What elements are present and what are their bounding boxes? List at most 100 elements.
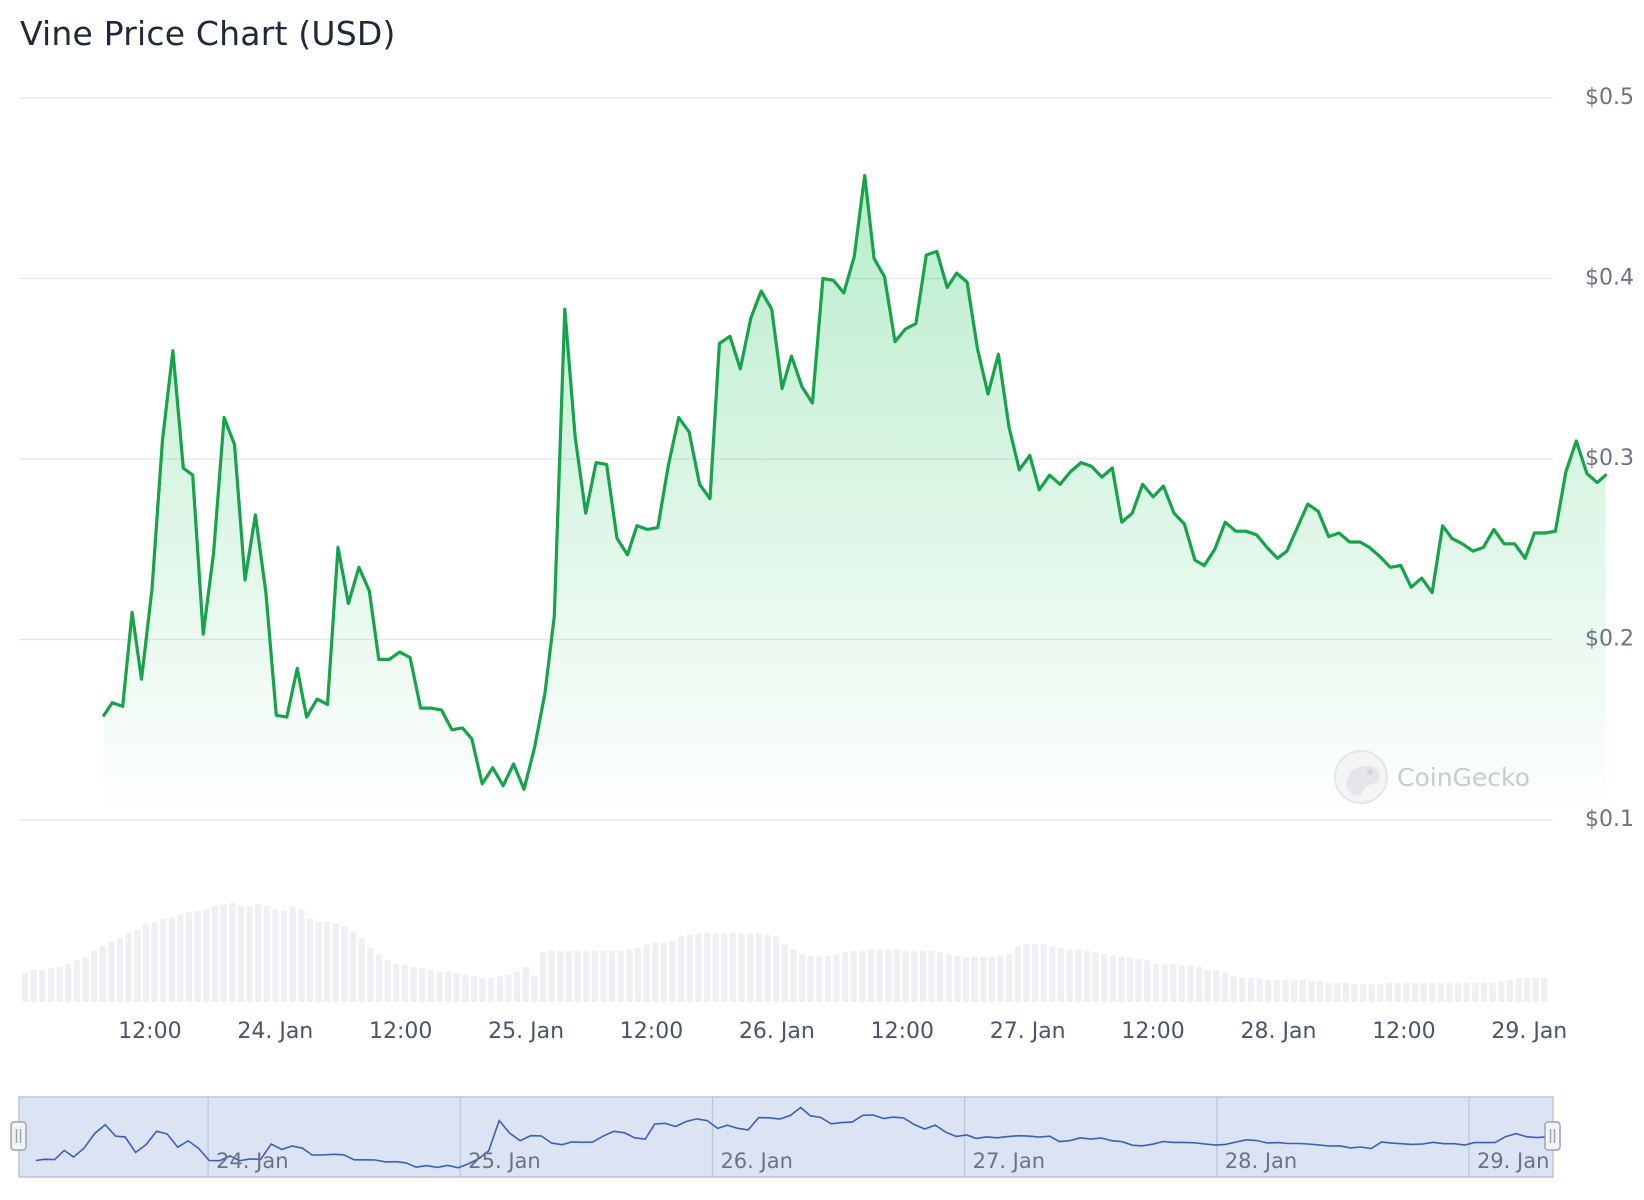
volume-bar: [928, 950, 935, 1002]
volume-bar: [1196, 966, 1203, 1002]
volume-bar: [375, 954, 383, 1002]
volume-bar: [988, 957, 996, 1002]
watermark-text: CoinGecko: [1397, 763, 1530, 792]
volume-bar: [125, 933, 132, 1002]
volume-bar: [626, 949, 633, 1002]
volume-bar: [790, 949, 797, 1002]
volume-bar: [289, 906, 296, 1002]
navigator-dividers: [207, 1097, 1470, 1177]
y-tick-label: $0.5: [1585, 85, 1634, 110]
volume-bar: [1273, 979, 1280, 1002]
navigator-label: 26. Jan: [720, 1149, 792, 1173]
navigator-label: 28. Jan: [1225, 1149, 1297, 1173]
y-tick-label: $0.3: [1585, 446, 1634, 471]
volume-bar: [65, 963, 72, 1002]
volume-bar: [1083, 950, 1090, 1002]
volume-bar: [99, 946, 106, 1002]
volume-bar: [1247, 978, 1254, 1002]
volume-bar: [116, 938, 124, 1002]
x-tick-label: 12:00: [1372, 1019, 1435, 1044]
volume-bar: [686, 934, 693, 1002]
volume-bar: [142, 923, 149, 1002]
volume-bar: [1368, 984, 1375, 1002]
volume-bar: [1230, 976, 1237, 1002]
volume-bar: [1463, 982, 1470, 1002]
volume-bar: [1489, 982, 1496, 1002]
volume-bar: [1178, 965, 1185, 1002]
volume-bar: [1282, 979, 1289, 1002]
volume-bar: [384, 960, 391, 1002]
volume-bar: [816, 955, 823, 1002]
volume-bar: [1170, 963, 1177, 1002]
volume-bar: [1040, 944, 1047, 1002]
volume-bar: [341, 926, 348, 1002]
volume-bar: [842, 952, 849, 1002]
navigator[interactable]: 24. Jan 25. Jan 26. Jan 27. Jan 28. Jan 29. J…: [10, 1096, 1561, 1178]
x-axis-ticks: 12:00 24. Jan 12:00 25. Jan 12:00 26. Jan 12:0…: [118, 1019, 1567, 1044]
navigator-series: [35, 1106, 1546, 1169]
volume-bar: [1049, 946, 1056, 1002]
volume-bar: [255, 904, 262, 1002]
volume-bar: [1265, 979, 1272, 1002]
y-tick-label: $0.2: [1585, 627, 1634, 652]
volume-bar: [971, 957, 978, 1002]
volume-bar: [1101, 954, 1108, 1002]
navigator-handle-right[interactable]: [1544, 1121, 1561, 1151]
volume-bar: [643, 944, 650, 1002]
volume-bar: [876, 949, 883, 1002]
x-tick-label: 12:00: [118, 1019, 181, 1044]
volume-bar: [652, 942, 659, 1002]
chart-title: Vine Price Chart (USD): [20, 14, 396, 53]
volume-bar: [583, 950, 590, 1002]
volume-bar: [237, 906, 244, 1002]
x-tick-label: 25. Jan: [488, 1019, 564, 1044]
volume-bar: [134, 930, 141, 1002]
volume-bar: [263, 906, 270, 1002]
volume-bar: [764, 934, 771, 1002]
volume-bar: [1532, 978, 1539, 1002]
volume-bar: [1239, 978, 1246, 1002]
volume-bar: [980, 957, 987, 1002]
volume-bar: [634, 947, 642, 1002]
volume-bar: [591, 950, 598, 1002]
x-tick-label: 29. Jan: [1491, 1019, 1567, 1044]
volume-bar: [712, 933, 719, 1002]
volume-bar: [358, 938, 365, 1002]
volume-bar: [445, 971, 452, 1002]
volume-bar: [220, 904, 227, 1002]
volume-bar: [747, 933, 754, 1002]
volume-bar: [462, 974, 469, 1002]
volume-bar: [1515, 978, 1522, 1002]
volume-bar: [108, 941, 115, 1002]
volume-bar: [73, 960, 80, 1002]
volume-bar: [1014, 946, 1021, 1002]
volume-bar: [505, 974, 512, 1002]
volume-bar: [350, 931, 357, 1002]
volume-bar: [298, 909, 305, 1002]
volume-bar: [306, 918, 314, 1002]
x-tick-label: 26. Jan: [739, 1019, 815, 1044]
volume-bar: [781, 944, 788, 1002]
navigator-label: 29. Jan: [1477, 1149, 1549, 1173]
volume-bar: [1403, 982, 1410, 1002]
volume-bar: [1221, 971, 1229, 1002]
volume-bar: [1506, 979, 1513, 1002]
volume-bar: [151, 922, 158, 1002]
volume-bar: [1256, 978, 1263, 1002]
volume-bar: [919, 950, 926, 1002]
volume-bar: [427, 970, 434, 1002]
price-line[interactable]: [102, 174, 1608, 791]
volume-bar: [186, 912, 193, 1002]
volume-bar: [565, 950, 572, 1002]
volume-bar: [1213, 970, 1220, 1002]
volume-bars: [22, 902, 1548, 1002]
volume-bar: [1109, 955, 1116, 1002]
volume-bar: [1541, 978, 1548, 1002]
volume-bar: [885, 949, 892, 1002]
volume-bar: [82, 957, 89, 1002]
price-line-layer[interactable]: [102, 174, 1608, 791]
volume-bar: [893, 949, 901, 1002]
gecko-logo-icon: [1334, 750, 1388, 804]
navigator-handle-left[interactable]: [10, 1121, 27, 1151]
